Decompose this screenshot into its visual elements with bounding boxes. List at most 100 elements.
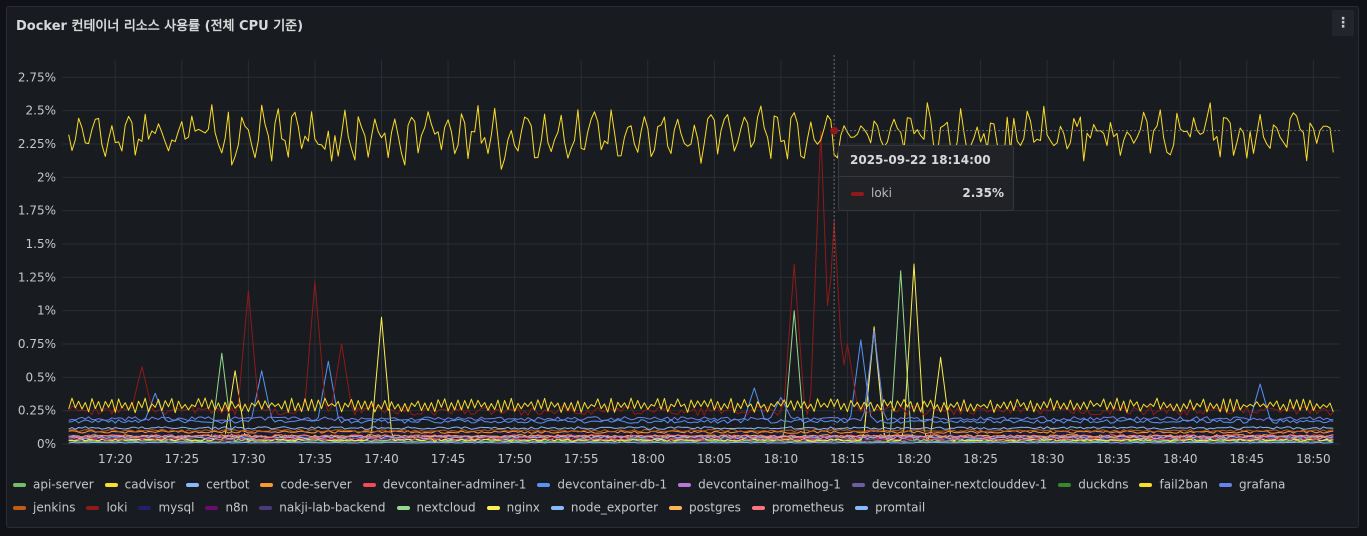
legend-item-certbot[interactable]: certbot	[186, 474, 249, 493]
legend-item-node_exporter[interactable]: node_exporter	[550, 497, 659, 516]
legend-label: devcontainer-adminer-1	[382, 477, 527, 492]
series-line-code-server	[68, 430, 1334, 434]
legend-label: grafana	[1238, 477, 1286, 492]
legend-swatch	[104, 482, 118, 487]
legend-swatch	[669, 505, 683, 510]
legend-item-mysql[interactable]: mysql	[138, 497, 194, 516]
y-tick-label: 1.25%	[18, 270, 56, 284]
legend-swatch	[186, 482, 200, 487]
x-axis-ticks: 17:20 17:25 17:30 17:35 17:40 17:45 17:50 17:55…	[98, 452, 1331, 466]
x-tick-label: 17:35	[298, 452, 333, 466]
legend-label: nextcloud	[416, 500, 476, 515]
legend-swatch	[751, 505, 765, 510]
legend-item-devcontainer-db-1[interactable]: devcontainer-db-1	[537, 474, 667, 493]
legend-label: n8n	[225, 500, 249, 515]
series-line-jenkins	[68, 428, 1334, 433]
legend-item-loki[interactable]: loki	[86, 497, 127, 516]
y-tick-label: 1.5%	[26, 237, 57, 251]
legend-item-nginx[interactable]: nginx	[486, 497, 540, 516]
crosshair	[830, 55, 1340, 444]
y-tick-label: 0%	[37, 437, 56, 451]
legend-label: nakji-lab-backend	[279, 500, 386, 515]
legend-swatch	[260, 482, 274, 487]
legend-label: promtail	[875, 500, 926, 515]
x-tick-label: 18:20	[897, 452, 932, 466]
legend-item-devcontainer-mailhog-1[interactable]: devcontainer-mailhog-1	[678, 474, 841, 493]
legend-item-grafana[interactable]: grafana	[1218, 474, 1286, 493]
series-line-cadvisor	[68, 102, 1334, 170]
legend-swatch	[396, 505, 410, 510]
y-tick-label: 2.5%	[26, 104, 57, 118]
series-line-grafana	[68, 330, 1334, 422]
series-line-prometheus	[68, 434, 1334, 438]
legend-item-duckdns[interactable]: duckdns	[1058, 474, 1128, 493]
series-line-certbot	[68, 441, 1334, 444]
x-tick-label: 18:35	[1096, 452, 1131, 466]
x-tick-label: 18:40	[1163, 452, 1198, 466]
legend-label: certbot	[206, 477, 250, 492]
y-tick-label: 0.75%	[18, 337, 56, 351]
legend-item-devcontainer-adminer-1[interactable]: devcontainer-adminer-1	[362, 474, 527, 493]
legend-label: nginx	[506, 500, 540, 515]
legend-label: devcontainer-mailhog-1	[698, 477, 841, 492]
legend-swatch	[855, 505, 869, 510]
x-tick-label: 17:25	[165, 452, 200, 466]
legend-label: node_exporter	[570, 500, 659, 515]
y-axis-ticks: 0% 0.25% 0.5% 0.75% 1% 1.25% 1.5% 1.75% 2% 2.25% 2…	[18, 70, 56, 451]
legend-item-fail2ban[interactable]: fail2ban	[1139, 474, 1208, 493]
legend-label: api-server	[33, 477, 94, 492]
legend-swatch	[678, 482, 692, 487]
legend-item-nakji-lab-backend[interactable]: nakji-lab-backend	[259, 497, 386, 516]
legend-swatch	[486, 505, 500, 510]
x-tick-label: 17:45	[431, 452, 466, 466]
x-tick-label: 18:15	[830, 452, 865, 466]
legend-item-prometheus[interactable]: prometheus	[751, 497, 844, 516]
tooltip-time: 2025-09-22 18:14:00	[850, 153, 991, 167]
x-tick-label: 18:45	[1230, 452, 1265, 466]
legend-item-promtail[interactable]: promtail	[855, 497, 925, 516]
legend-item-n8n[interactable]: n8n	[205, 497, 248, 516]
legend-swatch	[138, 505, 152, 510]
legend-item-cadvisor[interactable]: cadvisor	[104, 474, 175, 493]
legend-swatch	[1058, 482, 1072, 487]
hover-tooltip: 2025-09-22 18:14:00 loki 2.35%	[838, 145, 1014, 211]
x-tick-label: 18:05	[697, 452, 732, 466]
series-line-nakji-lab-backend	[68, 435, 1334, 440]
legend-label: jenkins	[33, 500, 76, 515]
legend-label: postgres	[689, 500, 741, 515]
legend-swatch	[1139, 482, 1153, 487]
series-line-fail2ban	[68, 397, 1334, 414]
legend-item-postgres[interactable]: postgres	[669, 497, 741, 516]
x-tick-label: 18:00	[630, 452, 665, 466]
panel-menu-icon[interactable]: ⋮	[1332, 10, 1354, 36]
tooltip-divider	[839, 176, 1013, 177]
y-tick-label: 2%	[37, 170, 56, 184]
legend-row: api-server cadvisor certbot code-server devc…	[13, 474, 1296, 492]
legend-item-jenkins[interactable]: jenkins	[13, 497, 75, 516]
y-tick-label: 0.25%	[18, 404, 56, 418]
tooltip-series-swatch	[851, 192, 864, 196]
x-tick-label: 17:30	[231, 452, 266, 466]
legend-item-nextcloud[interactable]: nextcloud	[396, 497, 476, 516]
legend-item-api-server[interactable]: api-server	[13, 474, 94, 493]
x-tick-label: 18:50	[1296, 452, 1331, 466]
x-tick-label: 17:55	[564, 452, 599, 466]
legend-label: loki	[106, 500, 128, 515]
legend-swatch	[362, 482, 376, 487]
x-tick-label: 17:40	[364, 452, 399, 466]
legend-item-code-server[interactable]: code-server	[260, 474, 352, 493]
x-tick-label: 18:10	[764, 452, 799, 466]
y-tick-label: 0.5%	[26, 370, 57, 384]
y-tick-label: 2.75%	[18, 70, 56, 84]
chart-grid	[62, 60, 1340, 445]
legend-row: jenkins loki mysql n8n nakji-lab-backend next…	[13, 497, 936, 515]
legend-swatch	[13, 482, 26, 487]
x-tick-label: 17:50	[497, 452, 532, 466]
legend-item-devcontainer-nextclouddev-1[interactable]: devcontainer-nextclouddev-1	[851, 474, 1047, 493]
y-tick-label: 2.25%	[18, 137, 56, 151]
legend-label: code-server	[280, 477, 352, 492]
legend-label: fail2ban	[1159, 477, 1208, 492]
series-line-devcontainer-db-1	[68, 339, 1334, 424]
legend-swatch	[550, 505, 564, 510]
